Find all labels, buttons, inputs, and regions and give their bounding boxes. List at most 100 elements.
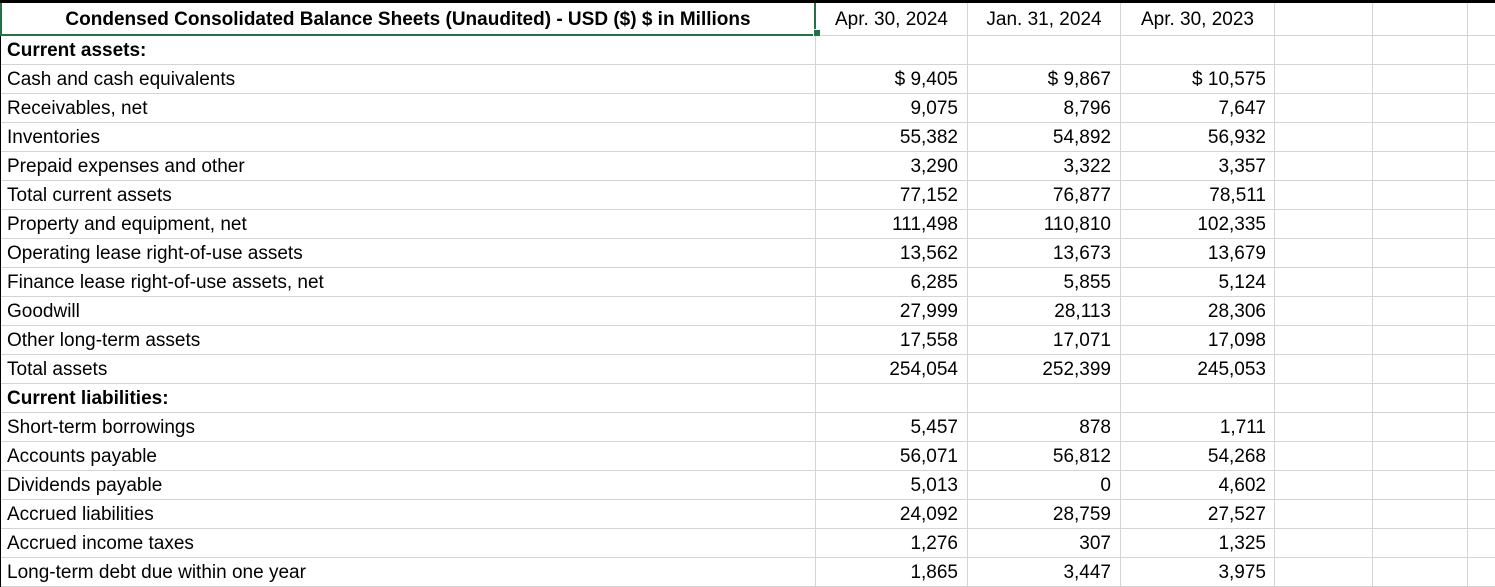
value-cell[interactable]: 13,562 — [816, 239, 968, 268]
value-cell[interactable]: 17,098 — [1121, 326, 1275, 355]
empty-cell[interactable] — [1373, 558, 1468, 587]
title-cell[interactable]: Condensed Consolidated Balance Sheets (U… — [0, 3, 816, 36]
row-label-cell[interactable]: Dividends payable — [0, 471, 816, 500]
value-cell[interactable]: 6,285 — [816, 268, 968, 297]
empty-cell[interactable] — [1373, 181, 1468, 210]
value-cell[interactable]: 3,290 — [816, 152, 968, 181]
empty-cell[interactable] — [1468, 384, 1495, 413]
empty-cell[interactable] — [1468, 3, 1495, 36]
value-cell[interactable]: 7,647 — [1121, 94, 1275, 123]
value-cell[interactable] — [816, 36, 968, 65]
empty-cell[interactable] — [1373, 210, 1468, 239]
empty-cell[interactable] — [1275, 529, 1373, 558]
empty-cell[interactable] — [1373, 152, 1468, 181]
row-label-cell[interactable]: Cash and cash equivalents — [0, 65, 816, 94]
value-cell[interactable]: 54,268 — [1121, 442, 1275, 471]
value-cell[interactable]: 55,382 — [816, 123, 968, 152]
row-label-cell[interactable]: Accrued liabilities — [0, 500, 816, 529]
empty-cell[interactable] — [1468, 210, 1495, 239]
value-cell[interactable]: 78,511 — [1121, 181, 1275, 210]
value-cell[interactable]: 878 — [968, 413, 1121, 442]
empty-cell[interactable] — [1468, 471, 1495, 500]
empty-cell[interactable] — [1468, 297, 1495, 326]
empty-cell[interactable] — [1275, 413, 1373, 442]
value-cell[interactable]: 17,558 — [816, 326, 968, 355]
value-cell[interactable]: 77,152 — [816, 181, 968, 210]
value-cell[interactable]: 27,527 — [1121, 500, 1275, 529]
row-label-cell[interactable]: Receivables, net — [0, 94, 816, 123]
value-cell[interactable]: 3,447 — [968, 558, 1121, 587]
value-cell[interactable]: 9,075 — [816, 94, 968, 123]
section-heading-cell[interactable]: Current liabilities: — [0, 384, 816, 413]
empty-cell[interactable] — [1373, 123, 1468, 152]
row-label-cell[interactable]: Inventories — [0, 123, 816, 152]
value-cell[interactable]: 5,124 — [1121, 268, 1275, 297]
empty-cell[interactable] — [1373, 65, 1468, 94]
value-cell[interactable]: 1,276 — [816, 529, 968, 558]
value-cell[interactable]: 28,113 — [968, 297, 1121, 326]
empty-cell[interactable] — [1468, 500, 1495, 529]
empty-cell[interactable] — [1275, 152, 1373, 181]
empty-cell[interactable] — [1373, 471, 1468, 500]
value-cell[interactable]: 111,498 — [816, 210, 968, 239]
empty-cell[interactable] — [1373, 268, 1468, 297]
empty-cell[interactable] — [1373, 355, 1468, 384]
value-cell[interactable]: 3,975 — [1121, 558, 1275, 587]
empty-cell[interactable] — [1373, 384, 1468, 413]
empty-cell[interactable] — [1275, 36, 1373, 65]
value-cell[interactable]: 13,673 — [968, 239, 1121, 268]
empty-cell[interactable] — [1373, 500, 1468, 529]
value-cell[interactable] — [1121, 36, 1275, 65]
value-cell[interactable]: 102,335 — [1121, 210, 1275, 239]
empty-cell[interactable] — [1275, 210, 1373, 239]
row-label-cell[interactable]: Short-term borrowings — [0, 413, 816, 442]
value-cell[interactable]: 110,810 — [968, 210, 1121, 239]
empty-cell[interactable] — [1275, 326, 1373, 355]
value-cell[interactable]: 1,711 — [1121, 413, 1275, 442]
empty-cell[interactable] — [1468, 239, 1495, 268]
column-header-apr-2024[interactable]: Apr. 30, 2024 — [816, 3, 968, 36]
value-cell[interactable]: 56,932 — [1121, 123, 1275, 152]
empty-cell[interactable] — [1275, 558, 1373, 587]
value-cell[interactable]: 252,399 — [968, 355, 1121, 384]
row-label-cell[interactable]: Operating lease right-of-use assets — [0, 239, 816, 268]
row-label-cell[interactable]: Total current assets — [0, 181, 816, 210]
empty-cell[interactable] — [1373, 36, 1468, 65]
row-label-cell[interactable]: Other long-term assets — [0, 326, 816, 355]
value-cell[interactable]: 1,325 — [1121, 529, 1275, 558]
empty-cell[interactable] — [1468, 558, 1495, 587]
value-cell[interactable]: 56,812 — [968, 442, 1121, 471]
empty-cell[interactable] — [1468, 36, 1495, 65]
value-cell[interactable]: 0 — [968, 471, 1121, 500]
row-label-cell[interactable]: Property and equipment, net — [0, 210, 816, 239]
empty-cell[interactable] — [1468, 529, 1495, 558]
empty-cell[interactable] — [1275, 297, 1373, 326]
value-cell[interactable] — [816, 384, 968, 413]
value-cell[interactable]: 1,865 — [816, 558, 968, 587]
value-cell[interactable]: 54,892 — [968, 123, 1121, 152]
empty-cell[interactable] — [1275, 268, 1373, 297]
value-cell[interactable]: 307 — [968, 529, 1121, 558]
value-cell[interactable]: 5,013 — [816, 471, 968, 500]
value-cell[interactable]: 245,053 — [1121, 355, 1275, 384]
empty-cell[interactable] — [1468, 413, 1495, 442]
value-cell[interactable]: 76,877 — [968, 181, 1121, 210]
section-heading-cell[interactable]: Current assets: — [0, 36, 816, 65]
empty-cell[interactable] — [1468, 94, 1495, 123]
value-cell[interactable]: 4,602 — [1121, 471, 1275, 500]
value-cell[interactable]: 17,071 — [968, 326, 1121, 355]
value-cell[interactable]: 28,759 — [968, 500, 1121, 529]
value-cell[interactable]: 5,457 — [816, 413, 968, 442]
value-cell[interactable] — [968, 384, 1121, 413]
empty-cell[interactable] — [1275, 471, 1373, 500]
value-cell[interactable]: 56,071 — [816, 442, 968, 471]
empty-cell[interactable] — [1275, 442, 1373, 471]
empty-cell[interactable] — [1373, 3, 1468, 36]
row-label-cell[interactable]: Finance lease right-of-use assets, net — [0, 268, 816, 297]
value-cell[interactable]: 5,855 — [968, 268, 1121, 297]
empty-cell[interactable] — [1275, 3, 1373, 36]
empty-cell[interactable] — [1468, 326, 1495, 355]
value-cell[interactable]: $ 9,867 — [968, 65, 1121, 94]
value-cell[interactable]: 13,679 — [1121, 239, 1275, 268]
row-label-cell[interactable]: Goodwill — [0, 297, 816, 326]
